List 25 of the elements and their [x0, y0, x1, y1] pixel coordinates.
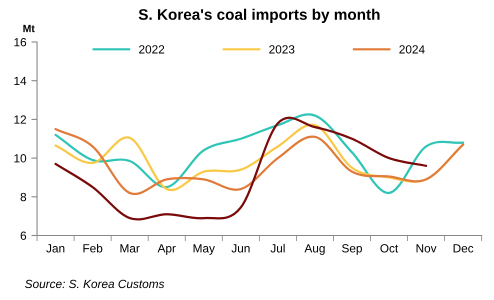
x-tick-label: Oct — [380, 244, 398, 253]
x-tick-label: Feb — [83, 244, 102, 253]
x-tick-label: Apr — [158, 244, 176, 255]
x-tick-label: Jul — [270, 244, 285, 253]
x-tick-label: Mar — [120, 244, 140, 253]
source-note: Source: S. Korea Customs — [25, 280, 164, 288]
y-tick-label: 6 — [20, 232, 26, 240]
y-axis-title: Mt — [23, 24, 35, 32]
legend-label: 2022 — [139, 45, 164, 54]
legend-label: 2023 — [269, 45, 294, 54]
x-tick-label: Jun — [231, 244, 250, 253]
x-tick-label: Sep — [342, 244, 362, 255]
x-tick-label: Nov — [416, 244, 437, 253]
legend-label: 2024 — [399, 45, 425, 54]
y-tick-label: 8 — [20, 192, 26, 202]
x-tick-label: Dec — [454, 244, 474, 253]
x-tick-label: May — [194, 244, 215, 255]
x-tick-label: Jan — [46, 244, 64, 253]
y-tick-label: 16 — [14, 38, 26, 46]
y-tick-label: 14 — [14, 76, 26, 85]
y-tick-label: 12 — [14, 115, 26, 124]
x-tick-label: Aug — [304, 244, 325, 255]
chart-title: S. Korea's coal imports by month — [138, 8, 380, 23]
line-series — [54, 113, 464, 194]
y-tick-label: 10 — [14, 154, 26, 162]
